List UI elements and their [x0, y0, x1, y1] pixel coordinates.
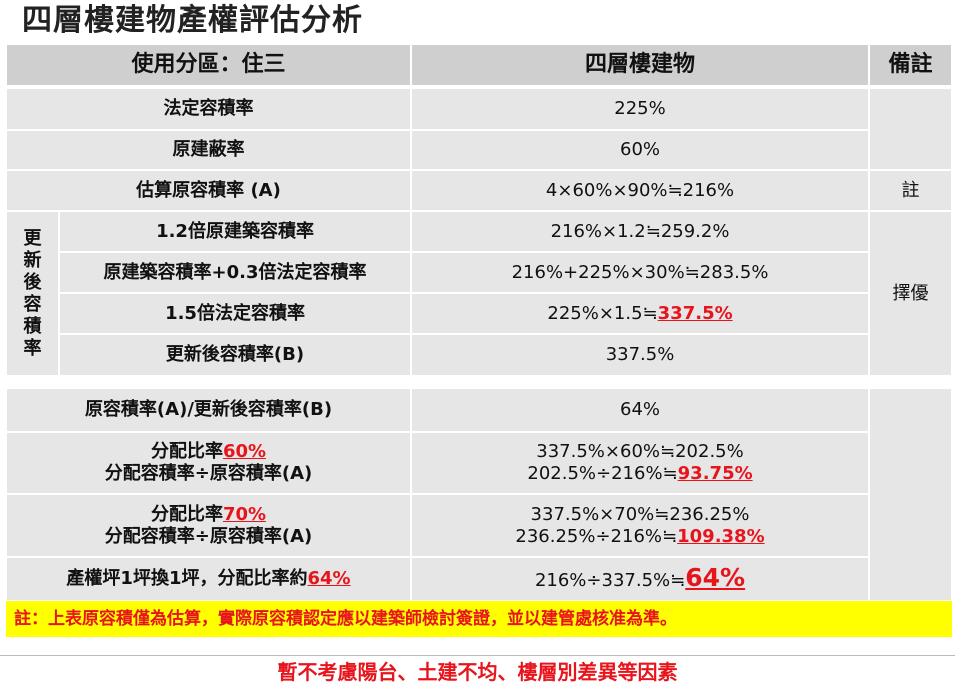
- alloc60-label-prefix: 分配比率: [150, 441, 223, 462]
- legal-far-label: 法定容積率: [6, 88, 412, 130]
- renewal-group-char: 更: [23, 227, 42, 249]
- section-gap: [6, 376, 953, 388]
- table-row: 估算原容積率 (A) 4×60%×90%≒216% 註: [6, 170, 953, 211]
- opt3-value-prefix: 225%×1.5≒: [547, 302, 658, 324]
- table-row: 原容積率(A)/更新後容積率(B) 64%: [6, 388, 953, 601]
- table-row: 產權坪1坪換1坪，分配比率約64% 216%÷337.5%≒64%: [6, 557, 952, 601]
- legal-far-value: 225%: [411, 88, 870, 130]
- alloc60-value-highlight: 93.75%: [677, 463, 753, 484]
- opt3-value: 225%×1.5≒337.5%: [411, 293, 870, 334]
- header-row: 使用分區：住三 四層樓建物 備註: [6, 44, 953, 88]
- opt1-value: 216%×1.2≒259.2%: [411, 211, 870, 252]
- remark-cell-empty: [869, 88, 953, 170]
- note-row: 註：上表原容積僅為估算，實際原容積認定應以建築師檢討簽證，並以建管處核准為準。: [6, 601, 953, 637]
- alloc70-value-highlight: 109.38%: [677, 525, 765, 547]
- renewal-group-char: 新: [23, 249, 42, 271]
- est-far-value: 4×60%×90%≒216%: [411, 170, 870, 211]
- renewal-group-char: 後: [23, 271, 42, 293]
- table-row: 分配比率60% 分配容積率÷原容積率(A) 337.5%×60%≒202.5% …: [6, 432, 952, 494]
- exchange-label: 產權坪1坪換1坪，分配比率約64%: [6, 557, 412, 601]
- est-far-remark: 註: [869, 170, 953, 211]
- exchange-value-prefix: 216%÷337.5%≒: [534, 569, 686, 591]
- building-header: 四層樓建物: [411, 44, 870, 88]
- alloc60-label: 分配比率60% 分配容積率÷原容積率(A): [6, 432, 412, 494]
- ratio-ab-value: 64%: [411, 388, 870, 432]
- renewal-group-char: 容: [23, 293, 42, 315]
- renewal-group-char: 率: [23, 337, 42, 359]
- alloc60-value-line1: 337.5%×60%≒202.5%: [536, 441, 744, 462]
- opt2-label: 原建築容積率+0.3倍法定容積率: [59, 252, 412, 293]
- alloc70-value: 337.5%×70%≒236.25% 236.25%÷216%≒109.38%: [411, 494, 870, 557]
- remark-cell-empty: [869, 388, 953, 601]
- page-title: 四層樓建物產權評估分析: [22, 3, 363, 38]
- remark-header: 備註: [869, 44, 953, 88]
- table-row: 法定容積率 225%: [6, 88, 953, 170]
- optimal-remark: 擇優: [869, 211, 953, 376]
- exchange-label-highlight: 64%: [307, 568, 351, 589]
- alloc70-label-line2: 分配容積率÷原容積率(A): [104, 525, 313, 547]
- alloc70-label: 分配比率70% 分配容積率÷原容積率(A): [6, 494, 412, 557]
- opt1-label: 1.2倍原建築容積率: [59, 211, 412, 252]
- est-far-label: 估算原容積率 (A): [6, 170, 412, 211]
- alloc70-label-highlight: 70%: [222, 503, 267, 525]
- coverage-label: 原建蔽率: [6, 130, 412, 170]
- exchange-label-prefix: 產權坪1坪換1坪，分配比率約: [66, 568, 308, 589]
- renewal-group-char: 積: [23, 315, 42, 337]
- exchange-value-highlight: 64%: [685, 562, 746, 592]
- alloc60-value-prefix: 202.5%÷216%≒: [527, 463, 678, 484]
- exchange-value: 216%÷337.5%≒64%: [411, 557, 870, 601]
- opt3-value-highlight: 337.5%: [657, 302, 733, 324]
- renewal-far-label: 更新後容積率(B): [59, 334, 412, 376]
- alloc70-label-prefix: 分配比率: [150, 503, 223, 525]
- alloc70-value-prefix: 236.25%÷216%≒: [515, 525, 678, 547]
- ratio-ab-label: 原容積率(A)/更新後容積率(B): [6, 388, 412, 432]
- footer-divider: [0, 655, 955, 656]
- alloc60-label-highlight: 60%: [222, 441, 267, 462]
- table-row: 分配比率70% 分配容積率÷原容積率(A) 337.5%×70%≒236.25%…: [6, 494, 952, 557]
- alloc60-value: 337.5%×60%≒202.5% 202.5%÷216%≒93.75%: [411, 432, 870, 494]
- alloc60-label-line2: 分配容積率÷原容積率(A): [104, 463, 313, 484]
- renewal-group-label: 更 新 後 容 積 率: [6, 211, 59, 376]
- footer-text: 暫不考慮陽台、土建不均、樓層別差異等因素: [277, 660, 678, 684]
- table-row: 更 新 後 容 積 率 1.2倍原建築容積率 216%×1.2≒259.2% 擇…: [6, 211, 953, 376]
- table-row: 原建蔽率 60%: [6, 130, 952, 170]
- alloc70-value-line1: 337.5%×70%≒236.25%: [530, 503, 750, 525]
- coverage-value: 60%: [411, 130, 870, 170]
- table-row: 更新後容積率(B) 337.5%: [6, 334, 952, 376]
- table-row: 原建築容積率+0.3倍法定容積率 216%+225%×30%≒283.5%: [6, 252, 952, 293]
- zone-header: 使用分區：住三: [6, 44, 412, 88]
- opt2-value: 216%+225%×30%≒283.5%: [411, 252, 870, 293]
- renewal-far-value: 337.5%: [411, 334, 870, 376]
- opt3-label: 1.5倍法定容積率: [59, 293, 412, 334]
- table-row: 1.5倍法定容積率 225%×1.5≒337.5%: [6, 293, 952, 334]
- analysis-table: 使用分區：住三 四層樓建物 備註 法定容積率 225% 原建蔽率 60% 估算原…: [6, 44, 953, 637]
- note-text: 註：上表原容積僅為估算，實際原容積認定應以建築師檢討簽證，並以建管處核准為準。: [6, 601, 953, 637]
